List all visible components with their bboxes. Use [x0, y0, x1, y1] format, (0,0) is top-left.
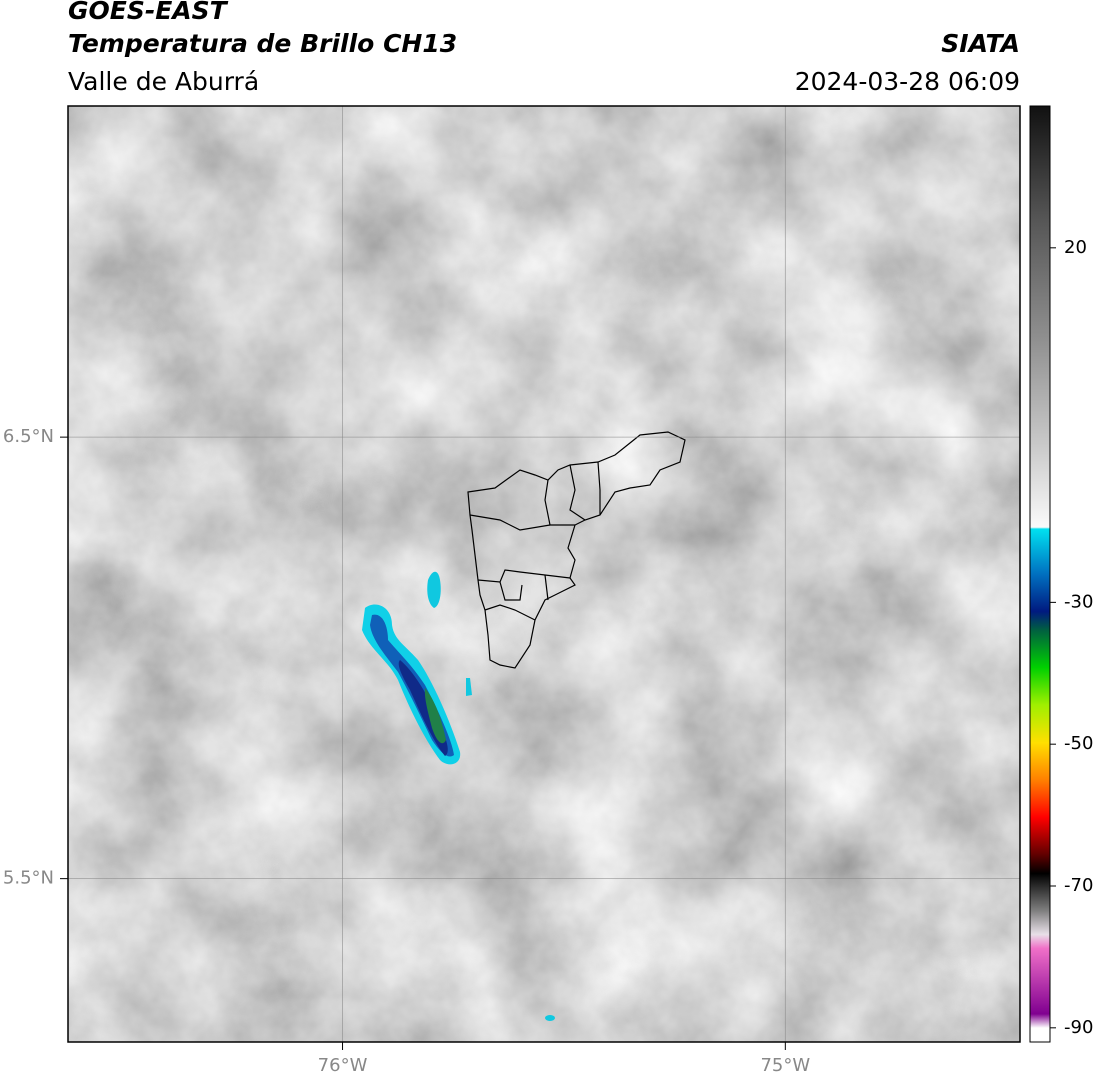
title-line2: Temperatura de Brillo CH13 [68, 29, 457, 58]
datetime: 2024-03-28 06:09 [795, 67, 1020, 96]
colorbar-tick-label: -30 [1064, 591, 1093, 612]
colorbar-tick-label: -90 [1064, 1017, 1093, 1038]
title-line1: GOES-EAST [68, 0, 229, 25]
brightness-field [68, 106, 1020, 1042]
colorbar-tick-label: -50 [1064, 733, 1093, 754]
lat-tick-label: 6.5°N [3, 426, 54, 447]
municipal-boundaries [467, 431, 686, 669]
source: SIATA [941, 29, 1020, 58]
colorbar [1029, 105, 1051, 1043]
map [68, 106, 1020, 1042]
cold-cloud [362, 571, 555, 1021]
map-frame [67, 105, 1021, 1043]
subtitle: Valle de Aburrá [68, 67, 259, 96]
colorbar-tick-label: -70 [1064, 875, 1093, 896]
colorbar-tick-label: 20 [1064, 237, 1087, 258]
lon-tick-label: 76°W [318, 1055, 368, 1076]
lat-tick-label: 5.5°N [3, 868, 54, 889]
lon-tick-label: 75°W [760, 1055, 810, 1076]
